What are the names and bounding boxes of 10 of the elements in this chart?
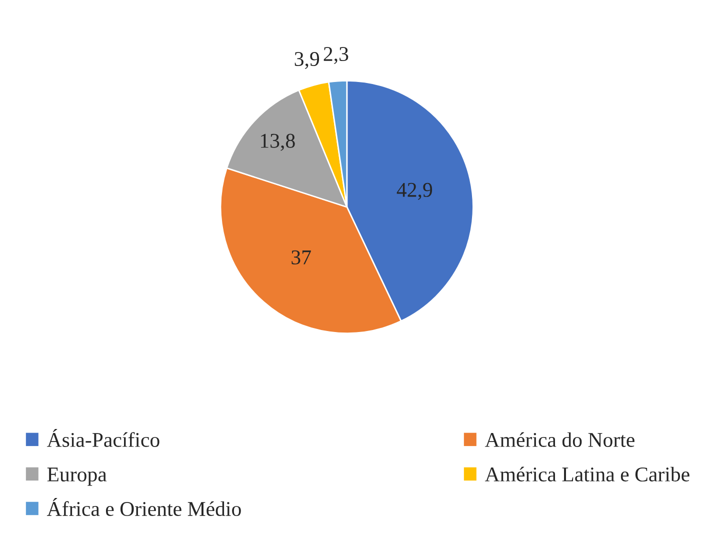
- legend-label: América do Norte: [484, 432, 634, 447]
- legend-label: Ásia-Pacífico: [46, 428, 160, 447]
- data-label: 42,9: [396, 182, 432, 200]
- legend-label: Europa: [47, 468, 107, 486]
- legend-label: América Latina e Caribe: [484, 466, 690, 482]
- data-label: 2,3: [324, 47, 348, 64]
- data-label: 13,8: [260, 134, 295, 151]
- data-label: 3,9: [294, 52, 320, 70]
- legend-label: África e Oriente Médio: [46, 498, 241, 516]
- data-label: 37: [292, 250, 311, 264]
